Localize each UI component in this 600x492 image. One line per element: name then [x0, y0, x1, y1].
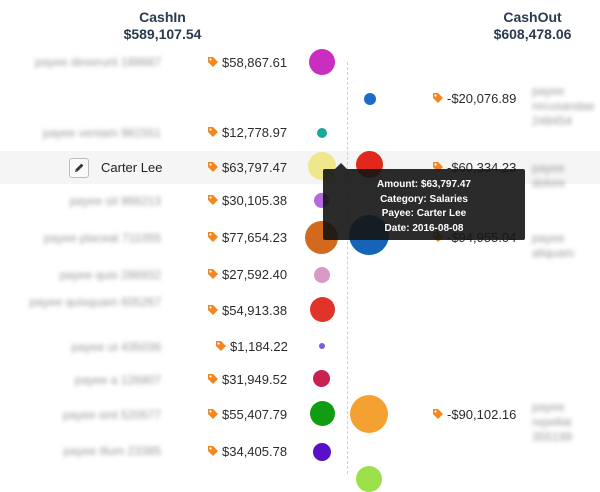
- tag-icon: [216, 341, 226, 351]
- amount-value: -$20,076.89: [447, 91, 517, 106]
- cashout-title: CashOut: [503, 9, 562, 25]
- cashin-bubble[interactable]: [310, 297, 335, 322]
- cashout-total: $608,478.06: [493, 26, 572, 42]
- amount-value: $54,913.38: [222, 303, 288, 318]
- cashin-bubble[interactable]: [317, 128, 327, 138]
- tag-icon: [433, 93, 443, 103]
- payee-label[interactable]: payee ut 435036: [71, 340, 161, 354]
- amount-label: $1,184.22: [215, 339, 288, 354]
- cashout-bubble-partial[interactable]: [356, 466, 382, 492]
- amount-label: $31,949.52: [207, 372, 287, 387]
- payee-label[interactable]: payee quis 286932: [59, 268, 161, 282]
- amount-label: $58,867.61: [207, 55, 287, 70]
- selected-payee-name[interactable]: Carter Lee: [101, 160, 163, 175]
- amount-label: -$20,076.89: [432, 91, 516, 106]
- amount-value: $34,405.78: [222, 444, 288, 459]
- amount-label: $27,592.40: [207, 267, 287, 282]
- amount-value: $1,184.22: [230, 339, 288, 354]
- payee-label[interactable]: payee aliquam: [532, 231, 575, 260]
- amount-value: $63,797.47: [222, 160, 288, 175]
- amount-label: $77,654.23: [207, 230, 287, 245]
- amount-label: $54,913.38: [207, 303, 287, 318]
- payee-label[interactable]: payee sit 966213: [69, 194, 161, 208]
- amount-label: -$90,102.16: [432, 407, 516, 422]
- tag-icon: [208, 127, 218, 137]
- amount-value: -$90,102.16: [447, 407, 517, 422]
- amount-value: $31,949.52: [222, 372, 288, 387]
- cashin-total: $589,107.54: [123, 26, 202, 42]
- pencil-icon: [75, 163, 84, 172]
- cashin-header: CashIn $589,107.54: [100, 9, 225, 43]
- amount-label: $30,105.38: [207, 193, 287, 208]
- tag-icon: [208, 305, 218, 315]
- amount-label: $55,407.79: [207, 407, 287, 422]
- cashout-header: CashOut $608,478.06: [470, 9, 595, 43]
- center-divider: [347, 62, 348, 474]
- tag-icon: [433, 409, 443, 419]
- edit-button[interactable]: [69, 158, 89, 178]
- amount-label: $63,797.47: [207, 160, 287, 175]
- cashin-title: CashIn: [139, 9, 186, 25]
- cashin-bubble[interactable]: [309, 49, 335, 75]
- cashin-bubble[interactable]: [313, 443, 331, 461]
- amount-value: $58,867.61: [222, 55, 288, 70]
- payee-label[interactable]: payee quisquam 605267: [29, 295, 161, 309]
- tag-icon: [208, 269, 218, 279]
- payee-label[interactable]: payee recusandae 248454: [532, 84, 595, 128]
- payee-label[interactable]: payee veniam 981551: [42, 126, 161, 140]
- tag-icon: [208, 446, 218, 456]
- payee-label[interactable]: payee sint 520577: [62, 408, 161, 422]
- amount-value: $55,407.79: [222, 407, 288, 422]
- tag-icon: [208, 162, 218, 172]
- tag-icon: [208, 374, 218, 384]
- tooltip-arrow: [335, 163, 347, 169]
- tag-icon: [208, 409, 218, 419]
- payee-label[interactable]: payee deserunt 188687: [34, 55, 161, 69]
- tooltip-date: Date: 2016-08-08: [384, 222, 464, 234]
- tooltip-category: Category: Salaries: [380, 193, 468, 205]
- payee-label[interactable]: payee a 126807: [74, 373, 161, 387]
- cashin-bubble[interactable]: [319, 343, 325, 349]
- tooltip-payee: Payee: Carter Lee: [381, 208, 467, 219]
- cashout-bubble[interactable]: [364, 93, 376, 105]
- amount-value: $12,778.97: [222, 125, 288, 140]
- tooltip-amount: Amount: $63,797.47: [377, 179, 471, 190]
- tag-icon: [208, 232, 218, 242]
- cashin-bubble[interactable]: [313, 370, 330, 387]
- payee-label[interactable]: payee placeat 711055: [43, 231, 161, 245]
- tag-icon: [208, 57, 218, 67]
- bubble-tooltip: Amount: $63,797.47 Category: Salaries Pa…: [323, 163, 525, 240]
- cashout-bubble[interactable]: [350, 395, 388, 433]
- amount-value: $30,105.38: [222, 193, 288, 208]
- payee-label[interactable]: payee illum 23385: [63, 444, 161, 458]
- amount-label: $12,778.97: [207, 125, 287, 140]
- payee-label[interactable]: payee repellat 355199: [532, 400, 573, 444]
- cashin-bubble[interactable]: [310, 401, 335, 426]
- cashin-bubble[interactable]: [314, 267, 330, 283]
- payee-label[interactable]: payee dolore: [532, 161, 566, 190]
- amount-value: $77,654.23: [222, 230, 288, 245]
- amount-value: $27,592.40: [222, 267, 288, 282]
- amount-label: $34,405.78: [207, 444, 287, 459]
- tag-icon: [208, 195, 218, 205]
